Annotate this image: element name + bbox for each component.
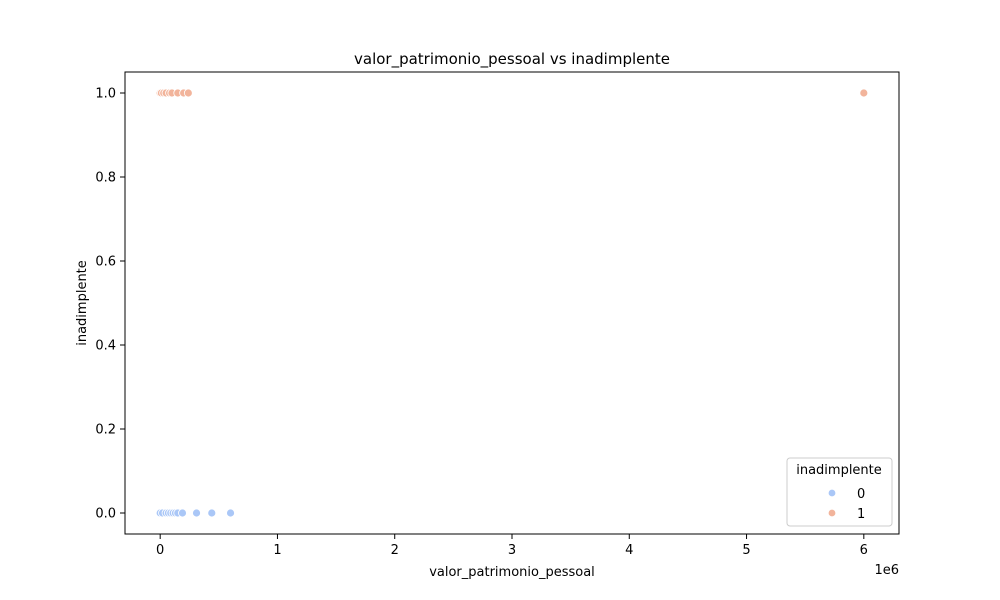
y-tick-label: 1.0 — [95, 87, 116, 102]
data-point-series-1 — [183, 88, 193, 98]
y-tick-label: 0.6 — [95, 255, 116, 270]
data-point-series-1 — [859, 88, 869, 98]
x-tick-label: 1 — [273, 543, 281, 558]
data-point-series-0 — [192, 508, 201, 518]
legend-marker-1 — [827, 508, 837, 518]
y-axis-label: inadimplente — [75, 260, 90, 346]
legend-box — [786, 457, 893, 527]
x-tick-label: 3 — [508, 543, 516, 558]
legend: inadimplente 0 1 — [786, 457, 893, 527]
data-point-series-0 — [178, 508, 187, 518]
data-point-series-0 — [226, 508, 235, 518]
x-axis-offset-label: 1e6 — [874, 563, 899, 578]
x-tick-label: 0 — [156, 543, 164, 558]
x-tick-label: 4 — [625, 543, 633, 558]
y-axis-ticks: 0.0 0.2 0.4 0.6 0.8 1.0 — [95, 87, 125, 522]
y-tick-label: 0.2 — [95, 423, 116, 438]
chart-title: valor_patrimonio_pessoal vs inadimplente — [354, 50, 670, 69]
x-tick-label: 2 — [391, 543, 399, 558]
y-tick-label: 0.8 — [95, 171, 116, 186]
data-point-series-0 — [207, 508, 217, 518]
x-tick-label: 5 — [742, 543, 750, 558]
legend-marker-0 — [827, 488, 837, 498]
x-axis-ticks: 0 1 2 3 4 5 6 — [156, 534, 868, 558]
y-tick-label: 0.4 — [95, 339, 116, 354]
x-axis-label: valor_patrimonio_pessoal — [429, 565, 595, 580]
legend-label-0: 0 — [857, 487, 865, 502]
data-points — [155, 88, 869, 518]
legend-title: inadimplente — [796, 463, 882, 478]
legend-label-1: 1 — [857, 507, 865, 522]
y-tick-label: 0.0 — [95, 507, 116, 522]
plot-frame — [124, 71, 900, 535]
x-tick-label: 6 — [860, 543, 868, 558]
